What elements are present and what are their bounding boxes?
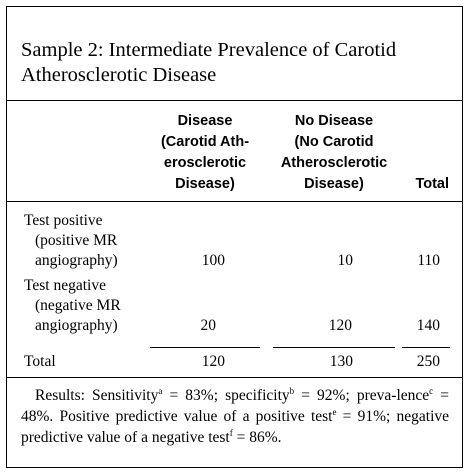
results-text: = 91%; negative predictive value of a ne… — [21, 408, 450, 446]
row-label-test-positive: Test positive (positive MR angiography) — [24, 211, 118, 271]
cell-total-total: 250 — [416, 353, 440, 370]
footnote-marker: a — [158, 385, 163, 396]
header-line: Disease — [177, 113, 233, 129]
row-label-line: (positive MR — [35, 232, 118, 249]
cell-total-no-disease: 130 — [329, 353, 353, 370]
results-note: Results: Sensitivitya = 83%; specificity… — [21, 385, 449, 448]
cell-test-negative-total: 140 — [416, 317, 440, 334]
row-label-total: Total — [24, 353, 56, 370]
row-label-line: Test negative — [24, 277, 106, 294]
row-label-line: angiography) — [35, 252, 118, 269]
cell-test-positive-no-disease: 10 — [337, 252, 354, 269]
title-line-1: Sample 2: Intermediate Prevalence of Car… — [21, 39, 397, 61]
row-label-line: angiography) — [35, 317, 118, 334]
header-line: (Carotid Ath- — [160, 134, 250, 150]
cell-test-negative-no-disease: 120 — [328, 317, 352, 334]
header-line: Atherosclerotic — [280, 155, 388, 171]
header-line: Disease) — [175, 176, 235, 192]
header-line: erosclerotic — [163, 155, 247, 171]
footnote-marker: f — [229, 427, 233, 438]
row-label-line: Test positive — [24, 212, 103, 229]
footer-rule — [7, 377, 462, 378]
cell-test-positive-total: 110 — [417, 252, 440, 269]
header-line: (No Carotid — [294, 134, 374, 150]
results-text: = 83%; specificity — [162, 387, 290, 404]
sum-rule-no-disease — [273, 347, 395, 348]
cell-total-disease: 120 — [201, 353, 225, 370]
footnote-marker: c — [429, 385, 434, 396]
column-header-total: Total — [415, 176, 449, 192]
footnote-marker: e — [332, 406, 337, 417]
cell-test-positive-disease: 100 — [201, 252, 225, 269]
sum-rule-disease — [150, 347, 260, 348]
table-frame: Sample 2: Intermediate Prevalence of Car… — [6, 6, 463, 468]
results-text: = 86%. — [232, 429, 282, 446]
header-line: Disease) — [304, 176, 364, 192]
footnote-marker: b — [289, 385, 295, 396]
sum-rule-total — [402, 347, 450, 348]
results-text: = 48%. Positive predictive value of a po… — [21, 387, 449, 425]
row-label-test-negative: Test negative (negative MR angiography) — [24, 276, 121, 336]
row-label-line: (negative MR — [35, 297, 121, 314]
results-text: = 92%; preva-lence — [294, 387, 430, 404]
cell-test-negative-disease: 20 — [200, 317, 217, 334]
column-header-no-disease: No Disease (No Carotid Atherosclerotic D… — [273, 111, 395, 195]
results-text: Results: Sensitivity — [35, 387, 159, 404]
header-top-rule — [7, 100, 462, 101]
title-line-2: Atherosclerotic Disease — [21, 64, 217, 86]
column-header-disease: Disease (Carotid Ath- erosclerotic Disea… — [150, 111, 260, 195]
header-line: No Disease — [294, 113, 374, 129]
header-bottom-rule — [7, 201, 462, 202]
table-title: Sample 2: Intermediate Prevalence of Car… — [21, 38, 441, 88]
